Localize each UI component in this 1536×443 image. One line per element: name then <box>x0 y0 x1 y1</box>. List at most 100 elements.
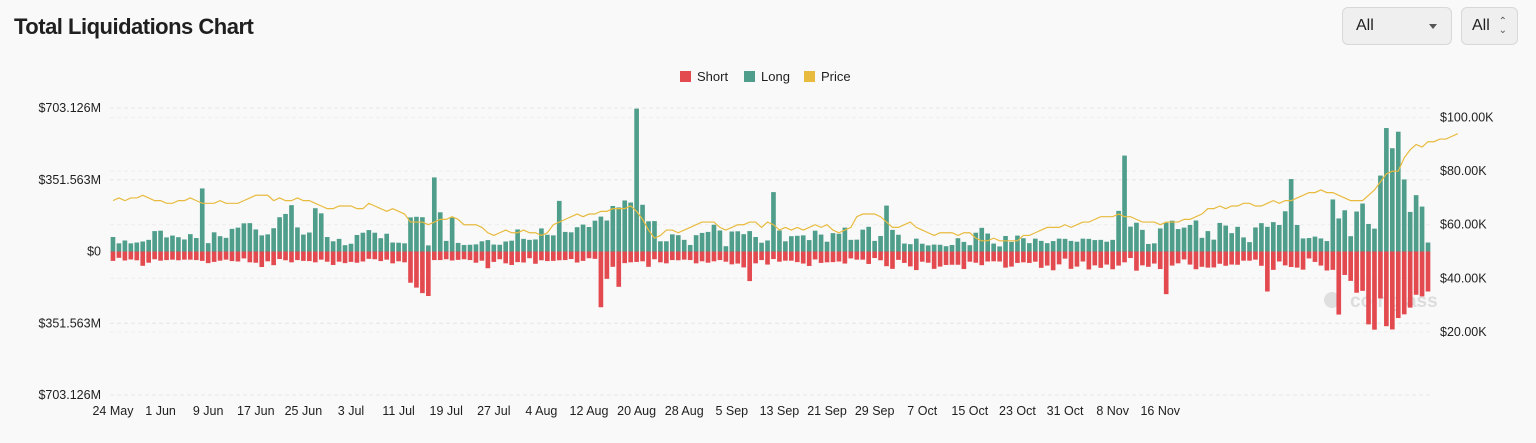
short-bar[interactable] <box>687 251 693 261</box>
short-bar[interactable] <box>449 251 455 261</box>
long-bar[interactable] <box>1044 243 1050 252</box>
short-bar[interactable] <box>1288 251 1294 268</box>
short-bar[interactable] <box>1306 251 1312 259</box>
short-bar[interactable] <box>735 251 741 264</box>
short-bar[interactable] <box>330 251 336 265</box>
short-bar[interactable] <box>443 251 449 260</box>
long-bar[interactable] <box>431 177 437 252</box>
short-bar[interactable] <box>753 251 758 264</box>
long-bar[interactable] <box>1217 222 1223 252</box>
long-bar[interactable] <box>128 243 134 252</box>
short-bar[interactable] <box>783 251 788 261</box>
short-bar[interactable] <box>568 251 574 260</box>
long-bar[interactable] <box>521 238 526 252</box>
long-bar[interactable] <box>735 231 741 252</box>
short-bar[interactable] <box>1354 251 1359 293</box>
short-bar[interactable] <box>259 251 265 268</box>
short-bar[interactable] <box>800 251 806 264</box>
long-bar[interactable] <box>1390 148 1395 252</box>
long-bar[interactable] <box>1199 237 1205 252</box>
short-bar[interactable] <box>211 251 217 262</box>
short-bar[interactable] <box>253 251 259 263</box>
long-bar[interactable] <box>872 240 877 252</box>
long-bar[interactable] <box>289 205 294 252</box>
short-bar[interactable] <box>705 251 711 263</box>
short-bar[interactable] <box>884 251 889 267</box>
long-bar[interactable] <box>997 246 1002 252</box>
long-bar[interactable] <box>253 229 259 252</box>
short-bar[interactable] <box>515 251 520 263</box>
short-bar[interactable] <box>1378 251 1383 299</box>
long-bar[interactable] <box>1062 238 1068 252</box>
long-bar[interactable] <box>1003 235 1008 252</box>
long-bar[interactable] <box>1110 239 1115 252</box>
long-bar[interactable] <box>830 233 836 252</box>
short-bar[interactable] <box>408 251 413 283</box>
long-bar[interactable] <box>420 217 425 252</box>
short-bar[interactable] <box>1401 251 1407 315</box>
short-bar[interactable] <box>1407 251 1413 308</box>
long-bar[interactable] <box>658 241 663 252</box>
long-bar[interactable] <box>277 217 282 252</box>
long-bar[interactable] <box>455 242 461 252</box>
short-bar[interactable] <box>1146 251 1151 267</box>
short-bar[interactable] <box>806 251 812 266</box>
long-bar[interactable] <box>396 242 401 252</box>
short-bar[interactable] <box>1187 251 1193 265</box>
short-bar[interactable] <box>1360 251 1365 291</box>
long-bar[interactable] <box>170 235 175 252</box>
long-bar[interactable] <box>437 212 443 252</box>
short-bar[interactable] <box>1413 251 1419 295</box>
long-bar[interactable] <box>283 213 288 252</box>
short-bar[interactable] <box>919 251 925 262</box>
short-bar[interactable] <box>1342 251 1348 275</box>
long-bar[interactable] <box>628 202 633 252</box>
long-bar[interactable] <box>812 230 818 252</box>
short-bar[interactable] <box>527 251 532 259</box>
short-bar[interactable] <box>110 251 116 261</box>
long-bar[interactable] <box>1419 206 1425 252</box>
long-bar[interactable] <box>1181 227 1187 252</box>
short-bar[interactable] <box>158 251 163 261</box>
short-bar[interactable] <box>461 251 467 260</box>
long-bar[interactable] <box>1300 238 1306 252</box>
short-bar[interactable] <box>1122 251 1127 263</box>
long-bar[interactable] <box>1294 224 1300 252</box>
short-bar[interactable] <box>1265 251 1270 292</box>
short-bar[interactable] <box>426 251 431 296</box>
short-bar[interactable] <box>289 251 294 263</box>
long-bar[interactable] <box>652 221 657 252</box>
short-bar[interactable] <box>533 251 538 264</box>
short-bar[interactable] <box>539 251 544 261</box>
long-bar[interactable] <box>550 235 556 252</box>
long-bar[interactable] <box>592 220 598 252</box>
short-bar[interactable] <box>913 251 919 271</box>
short-bar[interactable] <box>1282 251 1288 266</box>
short-bar[interactable] <box>1241 251 1246 261</box>
short-bar[interactable] <box>717 251 723 261</box>
long-bar[interactable] <box>967 245 973 252</box>
long-bar[interactable] <box>1163 222 1169 252</box>
short-bar[interactable] <box>354 251 360 263</box>
short-bar[interactable] <box>622 251 628 264</box>
long-bar[interactable] <box>693 235 699 252</box>
long-bar[interactable] <box>1336 218 1342 252</box>
short-bar[interactable] <box>794 251 800 263</box>
short-bar[interactable] <box>1348 251 1353 281</box>
long-bar[interactable] <box>670 234 675 252</box>
short-bar[interactable] <box>824 251 830 263</box>
short-bar[interactable] <box>241 251 247 259</box>
short-bar[interactable] <box>188 251 193 260</box>
long-bar[interactable] <box>646 221 651 252</box>
short-bar[interactable] <box>396 251 401 262</box>
short-bar[interactable] <box>1419 251 1425 297</box>
short-bar[interactable] <box>164 251 169 261</box>
long-bar[interactable] <box>884 205 889 252</box>
long-bar[interactable] <box>1372 228 1377 252</box>
short-bar[interactable] <box>937 251 943 267</box>
long-bar[interactable] <box>1229 233 1234 252</box>
long-bar[interactable] <box>527 239 532 252</box>
short-bar[interactable] <box>634 251 639 262</box>
long-bar[interactable] <box>1175 229 1181 252</box>
long-bar[interactable] <box>1312 236 1318 252</box>
